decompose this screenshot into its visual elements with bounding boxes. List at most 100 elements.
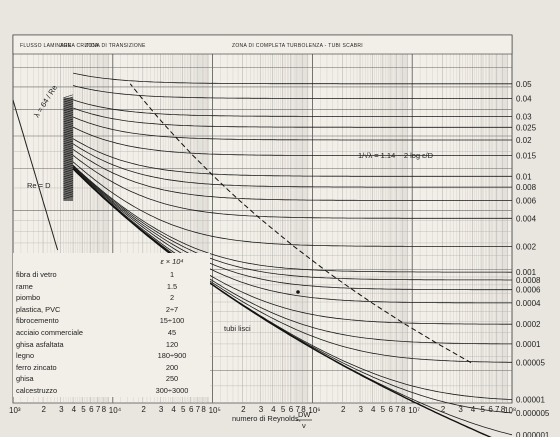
- x-tick-label-minor: 6: [389, 405, 394, 414]
- y-tick-label: 0.002: [516, 243, 537, 252]
- x-tick-label-minor: 7: [196, 405, 201, 414]
- y-tick-label: 0.000005: [516, 409, 550, 418]
- colebrook-formula: 1/√λ = 1.14 − 2 log ε/D: [358, 151, 434, 160]
- x-tick-label-decade: 10⁴: [109, 406, 122, 415]
- transition-band-hatch: [63, 101, 74, 105]
- transition-band-hatch: [63, 118, 74, 123]
- material-name: fibrocemento: [16, 316, 59, 326]
- x-tick-label-minor: 3: [59, 405, 64, 414]
- material-name: calcestruzzo: [16, 385, 58, 395]
- transition-band-hatch: [63, 127, 74, 132]
- roughness-table-row: fibra di vetro 1: [13, 269, 210, 281]
- x-axis-formula-denominator: ν: [302, 421, 306, 430]
- transition-band-hatch: [63, 112, 74, 116]
- transition-band-hatch: [63, 140, 74, 145]
- x-tick-label-minor: 5: [281, 405, 286, 414]
- x-tick-label-minor: 4: [271, 405, 276, 414]
- transition-band: [63, 94, 74, 202]
- x-tick-label-minor: 8: [301, 405, 306, 414]
- roughness-table-row: piombo 2: [13, 292, 210, 304]
- y-tick-label: 0.008: [516, 183, 537, 192]
- roughness-curve: [72, 126, 512, 156]
- transition-band-hatch: [63, 103, 74, 107]
- transition-band-hatch: [63, 142, 74, 147]
- y-tick-label: 0.025: [516, 123, 537, 132]
- transition-band-hatch: [63, 182, 74, 187]
- transition-band-hatch: [63, 116, 74, 121]
- transition-band-hatch: [63, 147, 74, 151]
- transition-band-hatch: [63, 173, 74, 178]
- transition-band-hatch: [63, 156, 74, 160]
- y-tick-label: 0.000001: [516, 431, 550, 437]
- x-tick-label-minor: 4: [72, 405, 77, 414]
- transition-band-hatch: [63, 123, 74, 127]
- x-tick-label-minor: 4: [371, 405, 376, 414]
- x-tick-label-minor: 2: [441, 405, 446, 414]
- material-roughness: 2÷7: [165, 304, 179, 314]
- zone-complete-turbulence: ZONA DI COMPLETA TURBOLENZA - TUBI SCABR…: [232, 43, 363, 49]
- transition-band-hatch: [63, 167, 74, 171]
- material-name: rame: [16, 281, 33, 291]
- zone-laminar: FLUSSO LAMINARE: [20, 43, 72, 49]
- y-tick-label: 0.0006: [516, 286, 541, 295]
- material-roughness: 200: [165, 362, 179, 372]
- transition-band-hatch: [63, 120, 74, 125]
- roughness-curve: [72, 138, 512, 177]
- y-tick-labels: 0.05 0.04 0.030.025 0.02 0.015 0.01 0.008 0.006…: [516, 80, 550, 437]
- roughness-curve: [72, 167, 512, 325]
- transition-band-fill: [63, 97, 74, 202]
- transition-band-hatch: [63, 184, 74, 189]
- x-tick-label-minor: 3: [259, 405, 264, 414]
- roughness-curve: [72, 143, 512, 188]
- material-roughness: 1.5: [166, 281, 178, 291]
- transition-band-hatch: [63, 180, 74, 184]
- y-tick-label: 0.015: [516, 152, 537, 161]
- zone-transition: ZONA DI TRANSIZIONE: [85, 43, 146, 49]
- roughness-curve: [72, 168, 512, 345]
- roughness-curve: [72, 154, 512, 219]
- roughness-table: ε × 10⁴ fibra di vetro 1 rame 1.5 piombo 2 pla…: [13, 253, 210, 397]
- roughness-table-header-row: ε × 10⁴: [13, 253, 210, 269]
- y-tick-label: 0.01: [516, 172, 532, 181]
- roughness-table-row: ghisa asfaltata 120: [13, 339, 210, 351]
- x-tick-label-minor: 3: [458, 405, 463, 414]
- roughness-table-row: fibrocemento 15÷100: [13, 315, 210, 327]
- transition-band-hatch: [63, 134, 74, 138]
- material-name: ferro zincato: [16, 362, 57, 372]
- y-tick-label: 0.0008: [516, 276, 541, 285]
- material-roughness: 300÷3000: [155, 385, 189, 395]
- x-tick-label-decade: 10³: [9, 406, 21, 415]
- x-axis-label: numero di Reynolds,: [232, 414, 301, 423]
- transition-band-hatch: [63, 160, 74, 165]
- transition-band-hatch: [63, 193, 74, 198]
- x-tick-label-minor: 5: [381, 405, 386, 414]
- x-tick-label-minor: 6: [289, 405, 294, 414]
- roughness-table-row: plastica, PVC 2÷7: [13, 304, 210, 316]
- material-roughness: 2: [169, 293, 175, 303]
- x-tick-label-minor: 7: [295, 405, 300, 414]
- x-tick-label-minor: 2: [341, 405, 346, 414]
- transition-band-hatch: [63, 186, 74, 191]
- material-name: legno: [16, 351, 35, 361]
- y-tick-label: 0.04: [516, 95, 532, 104]
- x-tick-label-decade: 10⁷: [408, 406, 420, 415]
- x-tick-label-minor: 4: [471, 405, 476, 414]
- transition-band-hatch: [63, 153, 74, 158]
- roughness-table-row: ghisa 250: [13, 373, 210, 385]
- x-tick-label-minor: 5: [480, 405, 485, 414]
- roughness-table-row: acciaio commerciale 45: [13, 327, 210, 339]
- transition-band-hatch: [63, 145, 74, 149]
- x-axis-formula-numerator: DW: [298, 410, 311, 419]
- x-tick-label-minor: 7: [395, 405, 400, 414]
- transition-band-hatch: [63, 94, 74, 99]
- roughness-curve: [72, 116, 512, 141]
- x-tick-label-decade: 10⁸: [504, 406, 516, 415]
- transition-band-hatch: [63, 164, 74, 169]
- x-tick-label-minor: 6: [488, 405, 493, 414]
- transition-band-hatch: [63, 191, 74, 195]
- roughness-table-header: ε × 10⁴: [160, 256, 184, 266]
- x-tick-label-minor: 7: [495, 405, 500, 414]
- y-tick-label: 0.00005: [516, 358, 545, 367]
- smooth-pipe-label: tubi lisci: [224, 324, 251, 333]
